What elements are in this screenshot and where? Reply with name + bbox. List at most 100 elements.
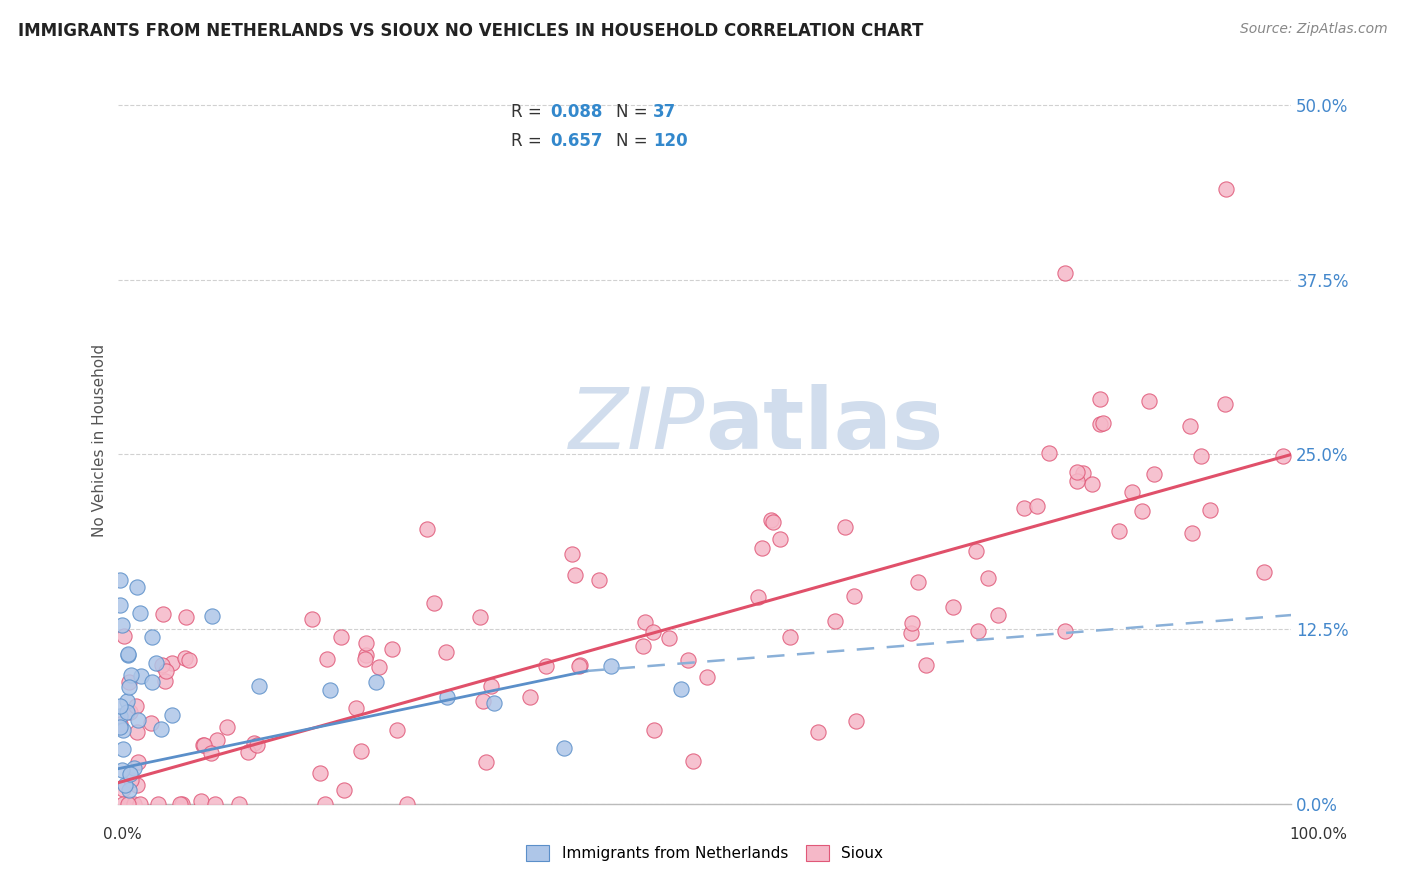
Point xyxy=(1198,502,1220,516)
Point xyxy=(631,639,654,653)
Point xyxy=(118,797,141,811)
Point xyxy=(824,614,846,628)
Point xyxy=(1121,484,1143,499)
Point xyxy=(111,617,134,632)
Point xyxy=(834,520,856,534)
Point xyxy=(153,674,176,689)
Point xyxy=(1091,416,1114,430)
Point xyxy=(1071,466,1094,480)
Point xyxy=(120,773,142,788)
Point xyxy=(314,797,336,811)
Point xyxy=(553,741,575,756)
Point xyxy=(204,797,226,811)
Point xyxy=(228,797,250,811)
Point xyxy=(149,723,172,737)
Point xyxy=(1054,624,1077,639)
Point xyxy=(844,589,866,603)
Point xyxy=(354,648,377,662)
Point xyxy=(1253,565,1275,579)
Text: IMMIGRANTS FROM NETHERLANDS VS SIOUX NO VEHICLES IN HOUSEHOLD CORRELATION CHART: IMMIGRANTS FROM NETHERLANDS VS SIOUX NO … xyxy=(18,22,924,40)
Point xyxy=(160,707,183,722)
Point xyxy=(127,714,149,728)
Point xyxy=(482,696,505,710)
Point xyxy=(987,607,1010,622)
Point xyxy=(108,716,131,731)
Point xyxy=(900,626,922,640)
Point xyxy=(112,629,135,643)
Point xyxy=(381,641,404,656)
Point xyxy=(247,679,270,693)
Point xyxy=(779,630,801,644)
Point xyxy=(1178,418,1201,433)
Point xyxy=(354,636,377,650)
Text: N =: N = xyxy=(616,103,652,120)
Text: R =: R = xyxy=(512,103,547,120)
Point xyxy=(907,575,929,590)
Point xyxy=(385,723,408,737)
Point xyxy=(915,657,938,672)
Point xyxy=(762,515,785,529)
Point xyxy=(108,699,131,714)
Point xyxy=(434,645,457,659)
Point xyxy=(118,675,141,690)
Point xyxy=(676,653,699,667)
Text: 0.0%: 0.0% xyxy=(103,827,142,841)
Point xyxy=(318,682,340,697)
Point xyxy=(634,615,657,629)
Point xyxy=(177,653,200,667)
Point xyxy=(118,705,141,719)
Point xyxy=(1181,525,1204,540)
Point xyxy=(190,794,212,808)
Point xyxy=(1108,524,1130,538)
Point xyxy=(172,797,194,811)
Point xyxy=(110,598,132,612)
Point xyxy=(193,738,215,752)
Point xyxy=(330,630,353,644)
Point xyxy=(118,782,141,797)
Point xyxy=(124,761,146,775)
Point xyxy=(150,657,173,672)
Point xyxy=(845,714,868,729)
Point xyxy=(309,766,332,780)
Point xyxy=(747,590,769,604)
Point xyxy=(115,693,138,707)
Point xyxy=(215,719,238,733)
Point xyxy=(900,615,922,630)
Point xyxy=(117,797,139,811)
Text: ZIP: ZIP xyxy=(568,384,704,467)
Point xyxy=(141,675,163,690)
Point xyxy=(769,532,792,546)
Point xyxy=(967,624,990,638)
Text: 100.0%: 100.0% xyxy=(1289,827,1347,841)
Point xyxy=(162,656,184,670)
Point xyxy=(1066,465,1088,479)
Point xyxy=(201,609,224,624)
Point xyxy=(536,659,558,673)
Point xyxy=(1066,474,1088,488)
Point xyxy=(1025,500,1047,514)
Point xyxy=(316,652,339,666)
Point xyxy=(1215,182,1237,196)
Point xyxy=(155,664,177,678)
Point xyxy=(191,738,214,752)
Text: R =: R = xyxy=(512,132,547,150)
Point xyxy=(115,706,138,720)
Point xyxy=(395,797,418,811)
Point xyxy=(1189,449,1212,463)
Point xyxy=(122,797,145,811)
Point xyxy=(1038,446,1060,460)
Point xyxy=(200,746,222,760)
Point xyxy=(1272,449,1295,463)
Point xyxy=(117,648,139,662)
Point xyxy=(468,610,491,624)
Point xyxy=(169,797,191,811)
Text: Source: ZipAtlas.com: Source: ZipAtlas.com xyxy=(1240,22,1388,37)
Point xyxy=(127,756,149,770)
Point xyxy=(236,745,259,759)
Y-axis label: No Vehicles in Household: No Vehicles in Household xyxy=(93,344,107,537)
Point xyxy=(751,541,773,555)
Point xyxy=(759,513,782,527)
Point xyxy=(152,607,174,622)
Point xyxy=(561,547,583,561)
Point xyxy=(436,690,458,704)
